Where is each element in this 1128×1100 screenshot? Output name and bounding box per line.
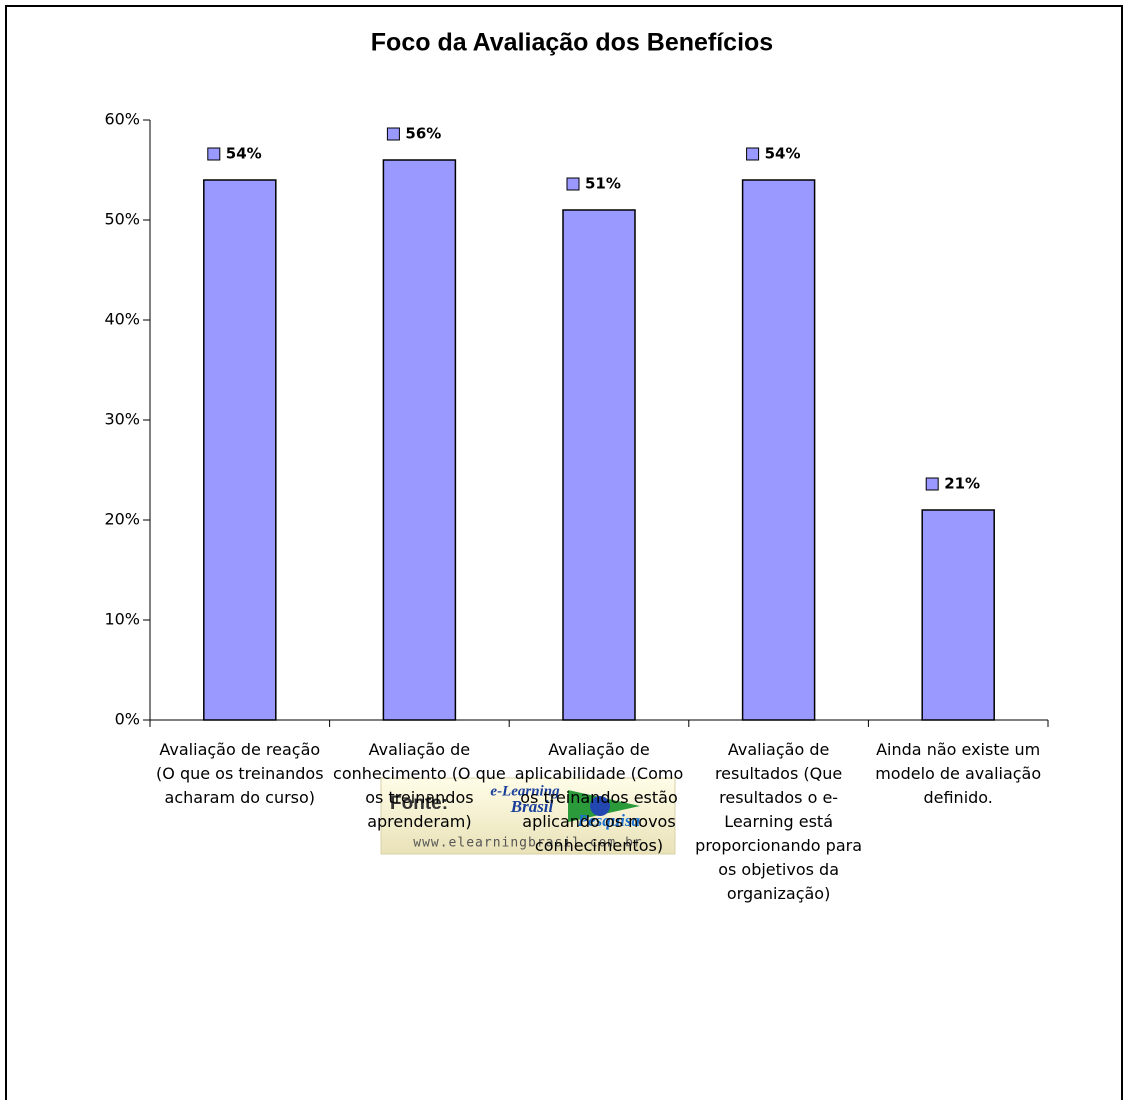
value-label: 54% [226, 145, 262, 163]
logo-brand: Brasil [510, 797, 554, 816]
x-tick-label: Avaliação de conhecimento (O que os trei… [333, 740, 506, 831]
y-tick-label: 20% [104, 510, 140, 529]
x-tick-label: Ainda não existe um modelo de avaliação … [875, 740, 1042, 807]
logo-url: www.elearningbrasil.com.br [413, 836, 643, 851]
legend-key [746, 147, 760, 161]
y-tick-label: 10% [104, 610, 140, 629]
logo-label: Fonte: [390, 793, 448, 814]
bar [203, 179, 277, 721]
y-tick-label: 30% [104, 410, 140, 429]
bar [382, 159, 457, 721]
y-tick-label: 0% [115, 710, 140, 729]
y-tick-label: 60% [104, 110, 140, 129]
source-logo: Fonte: e-Learning Brasil Pesquisa www.el… [380, 777, 676, 855]
frame [5, 5, 1123, 1100]
logo-brand: Pesquisa [577, 811, 641, 830]
chart-title: Foco da Avaliação dos Benefícios [371, 29, 773, 57]
bar [562, 209, 636, 721]
legend-key [925, 477, 939, 491]
y-tick-label: 40% [104, 310, 140, 329]
logo-globe [590, 796, 610, 816]
value-label: 51% [585, 175, 621, 193]
legend-key [207, 147, 221, 161]
bar [921, 509, 995, 721]
x-tick-label: Avaliação de resultados (Que resultados … [695, 740, 863, 903]
logo-box [380, 777, 676, 855]
y-tick-label: 50% [104, 210, 140, 229]
bar [741, 179, 816, 721]
x-tick-label: Avaliação de reação (O que os treinandos… [156, 740, 324, 807]
value-label: 56% [405, 125, 441, 143]
value-label: 54% [765, 145, 801, 163]
legend-key [566, 177, 580, 191]
legend-key [386, 127, 400, 141]
logo-brand: e-Learning [490, 783, 560, 799]
x-tick-label: Avaliação de aplicabilidade (Como os tre… [514, 740, 684, 855]
value-label: 21% [944, 475, 980, 493]
